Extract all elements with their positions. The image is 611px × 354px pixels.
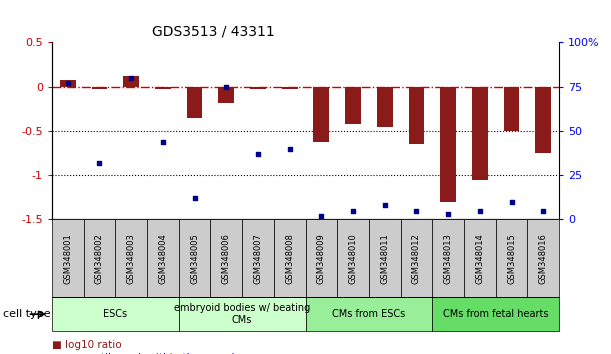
Point xyxy=(316,213,326,219)
Text: GDS3513 / 43311: GDS3513 / 43311 xyxy=(153,25,275,39)
Text: GSM348007: GSM348007 xyxy=(254,233,263,284)
Text: GSM348003: GSM348003 xyxy=(126,233,136,284)
Text: GSM348013: GSM348013 xyxy=(444,233,453,284)
Point xyxy=(158,139,168,144)
Bar xyxy=(472,87,488,180)
Point xyxy=(285,146,295,152)
Text: GSM348016: GSM348016 xyxy=(539,233,547,284)
Bar xyxy=(409,87,425,144)
Bar xyxy=(186,87,202,118)
Text: GSM348012: GSM348012 xyxy=(412,233,421,284)
Point xyxy=(221,84,231,90)
Text: CMs from fetal hearts: CMs from fetal hearts xyxy=(443,309,549,319)
Text: GSM348009: GSM348009 xyxy=(317,233,326,284)
Text: GSM348005: GSM348005 xyxy=(190,233,199,284)
Point xyxy=(189,195,199,201)
Bar xyxy=(92,87,108,88)
Text: ESCs: ESCs xyxy=(103,309,127,319)
Bar xyxy=(155,87,171,88)
Text: cell type: cell type xyxy=(3,309,51,319)
Bar xyxy=(218,87,234,103)
Bar xyxy=(440,87,456,202)
Point xyxy=(253,151,263,157)
Point xyxy=(63,80,73,86)
Text: GSM348015: GSM348015 xyxy=(507,233,516,284)
Text: GSM348010: GSM348010 xyxy=(348,233,357,284)
Point xyxy=(475,208,485,213)
Point xyxy=(95,160,104,166)
Text: GSM348014: GSM348014 xyxy=(475,233,485,284)
Text: CMs from ESCs: CMs from ESCs xyxy=(332,309,406,319)
Text: GSM348011: GSM348011 xyxy=(380,233,389,284)
Text: GSM348001: GSM348001 xyxy=(64,233,72,284)
Bar xyxy=(377,87,393,127)
Text: GSM348006: GSM348006 xyxy=(222,233,231,284)
Text: embryoid bodies w/ beating
CMs: embryoid bodies w/ beating CMs xyxy=(174,303,310,325)
Text: GSM348004: GSM348004 xyxy=(158,233,167,284)
Bar xyxy=(345,87,361,124)
Text: GSM348002: GSM348002 xyxy=(95,233,104,284)
Text: GSM348008: GSM348008 xyxy=(285,233,294,284)
Bar xyxy=(60,80,76,87)
Bar xyxy=(503,87,519,131)
Point xyxy=(380,202,390,208)
Bar xyxy=(123,76,139,87)
Point xyxy=(348,208,358,213)
Point xyxy=(412,208,422,213)
Bar xyxy=(282,87,298,89)
Text: ■ log10 ratio: ■ log10 ratio xyxy=(52,340,122,350)
Point xyxy=(538,208,548,213)
Point xyxy=(443,211,453,217)
Bar xyxy=(250,87,266,89)
Point xyxy=(126,75,136,81)
Bar xyxy=(313,87,329,142)
Point xyxy=(507,199,516,205)
Bar xyxy=(535,87,551,153)
Text: ■ percentile rank within the sample: ■ percentile rank within the sample xyxy=(52,353,241,354)
